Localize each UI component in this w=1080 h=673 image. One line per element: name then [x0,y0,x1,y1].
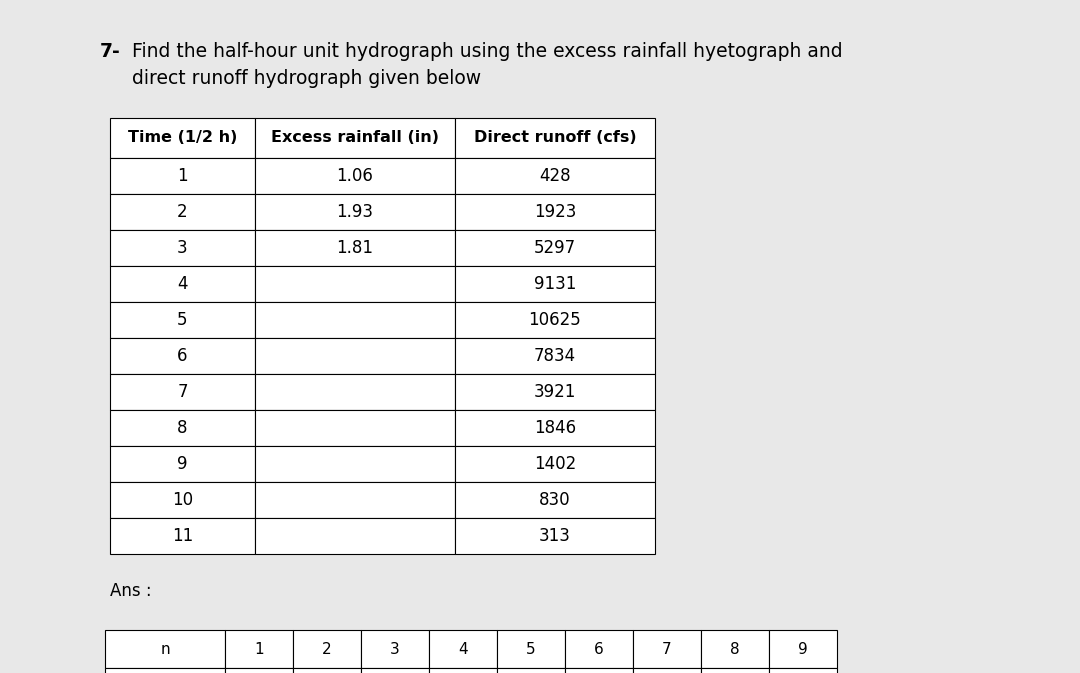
Bar [255,518,455,554]
Text: 2: 2 [177,203,188,221]
Text: 3: 3 [177,239,188,257]
Text: 1402: 1402 [534,455,576,473]
Text: 1.81: 1.81 [337,239,374,257]
Bar [455,230,654,266]
Text: Ans :: Ans : [110,582,151,600]
Bar [565,630,633,668]
Bar [633,668,701,673]
Bar [110,338,255,374]
Text: 5297: 5297 [534,239,576,257]
Text: Time (1/2 h): Time (1/2 h) [127,131,238,145]
Text: Direct runoff (cfs): Direct runoff (cfs) [474,131,636,145]
Bar [701,668,769,673]
Text: 1.93: 1.93 [337,203,374,221]
Bar [255,410,455,446]
Bar [225,630,293,668]
Text: Excess rainfall (in): Excess rainfall (in) [271,131,438,145]
Text: 6: 6 [594,641,604,656]
Text: 10625: 10625 [528,311,581,329]
Bar [455,118,654,158]
Text: 3: 3 [390,641,400,656]
Text: 7: 7 [177,383,188,401]
Bar [455,266,654,302]
Bar [455,302,654,338]
Bar [110,482,255,518]
Text: 9: 9 [177,455,188,473]
Text: 9131: 9131 [534,275,577,293]
Bar [361,630,429,668]
Bar [255,230,455,266]
Text: 7-: 7- [100,42,121,61]
Text: 11: 11 [172,527,193,545]
Bar [105,630,225,668]
Bar [701,630,769,668]
Bar [565,668,633,673]
Text: 7834: 7834 [534,347,576,365]
Bar [455,446,654,482]
Bar [105,668,225,673]
Text: 3921: 3921 [534,383,577,401]
Bar [110,302,255,338]
Bar [455,518,654,554]
Text: 4: 4 [177,275,188,293]
Text: 1923: 1923 [534,203,577,221]
Text: 2: 2 [322,641,332,656]
Bar [110,230,255,266]
Bar [255,118,455,158]
Text: 5: 5 [177,311,188,329]
Text: 10: 10 [172,491,193,509]
Text: Find the half-hour unit hydrograph using the excess rainfall hyetograph and
dire: Find the half-hour unit hydrograph using… [132,42,842,87]
Text: n: n [160,641,170,656]
Bar [255,446,455,482]
Bar [255,482,455,518]
Text: 8: 8 [177,419,188,437]
Bar [293,630,361,668]
Bar [110,374,255,410]
Bar [455,410,654,446]
Bar [455,158,654,194]
Text: 4: 4 [458,641,468,656]
Bar [455,482,654,518]
Text: 1846: 1846 [534,419,576,437]
Bar [455,194,654,230]
Text: 1: 1 [177,167,188,185]
Bar [255,158,455,194]
Bar [769,630,837,668]
Bar [255,338,455,374]
Text: 8: 8 [730,641,740,656]
Bar [255,266,455,302]
Text: 7: 7 [662,641,672,656]
Text: 428: 428 [539,167,571,185]
Bar [255,194,455,230]
Bar [110,266,255,302]
Bar [110,158,255,194]
Bar [497,630,565,668]
Text: 1: 1 [254,641,264,656]
Bar [110,446,255,482]
Bar [225,668,293,673]
Bar [110,518,255,554]
Text: 9: 9 [798,641,808,656]
Bar [497,668,565,673]
Bar [255,302,455,338]
Text: 1.06: 1.06 [337,167,374,185]
Bar [633,630,701,668]
Bar [455,338,654,374]
Text: 830: 830 [539,491,571,509]
Bar [429,668,497,673]
Text: 5: 5 [526,641,536,656]
Bar [429,630,497,668]
Bar [361,668,429,673]
Bar [455,374,654,410]
Bar [110,118,255,158]
Bar [110,194,255,230]
Text: 313: 313 [539,527,571,545]
Bar [293,668,361,673]
Bar [769,668,837,673]
Bar [110,410,255,446]
Bar [255,374,455,410]
Text: 6: 6 [177,347,188,365]
